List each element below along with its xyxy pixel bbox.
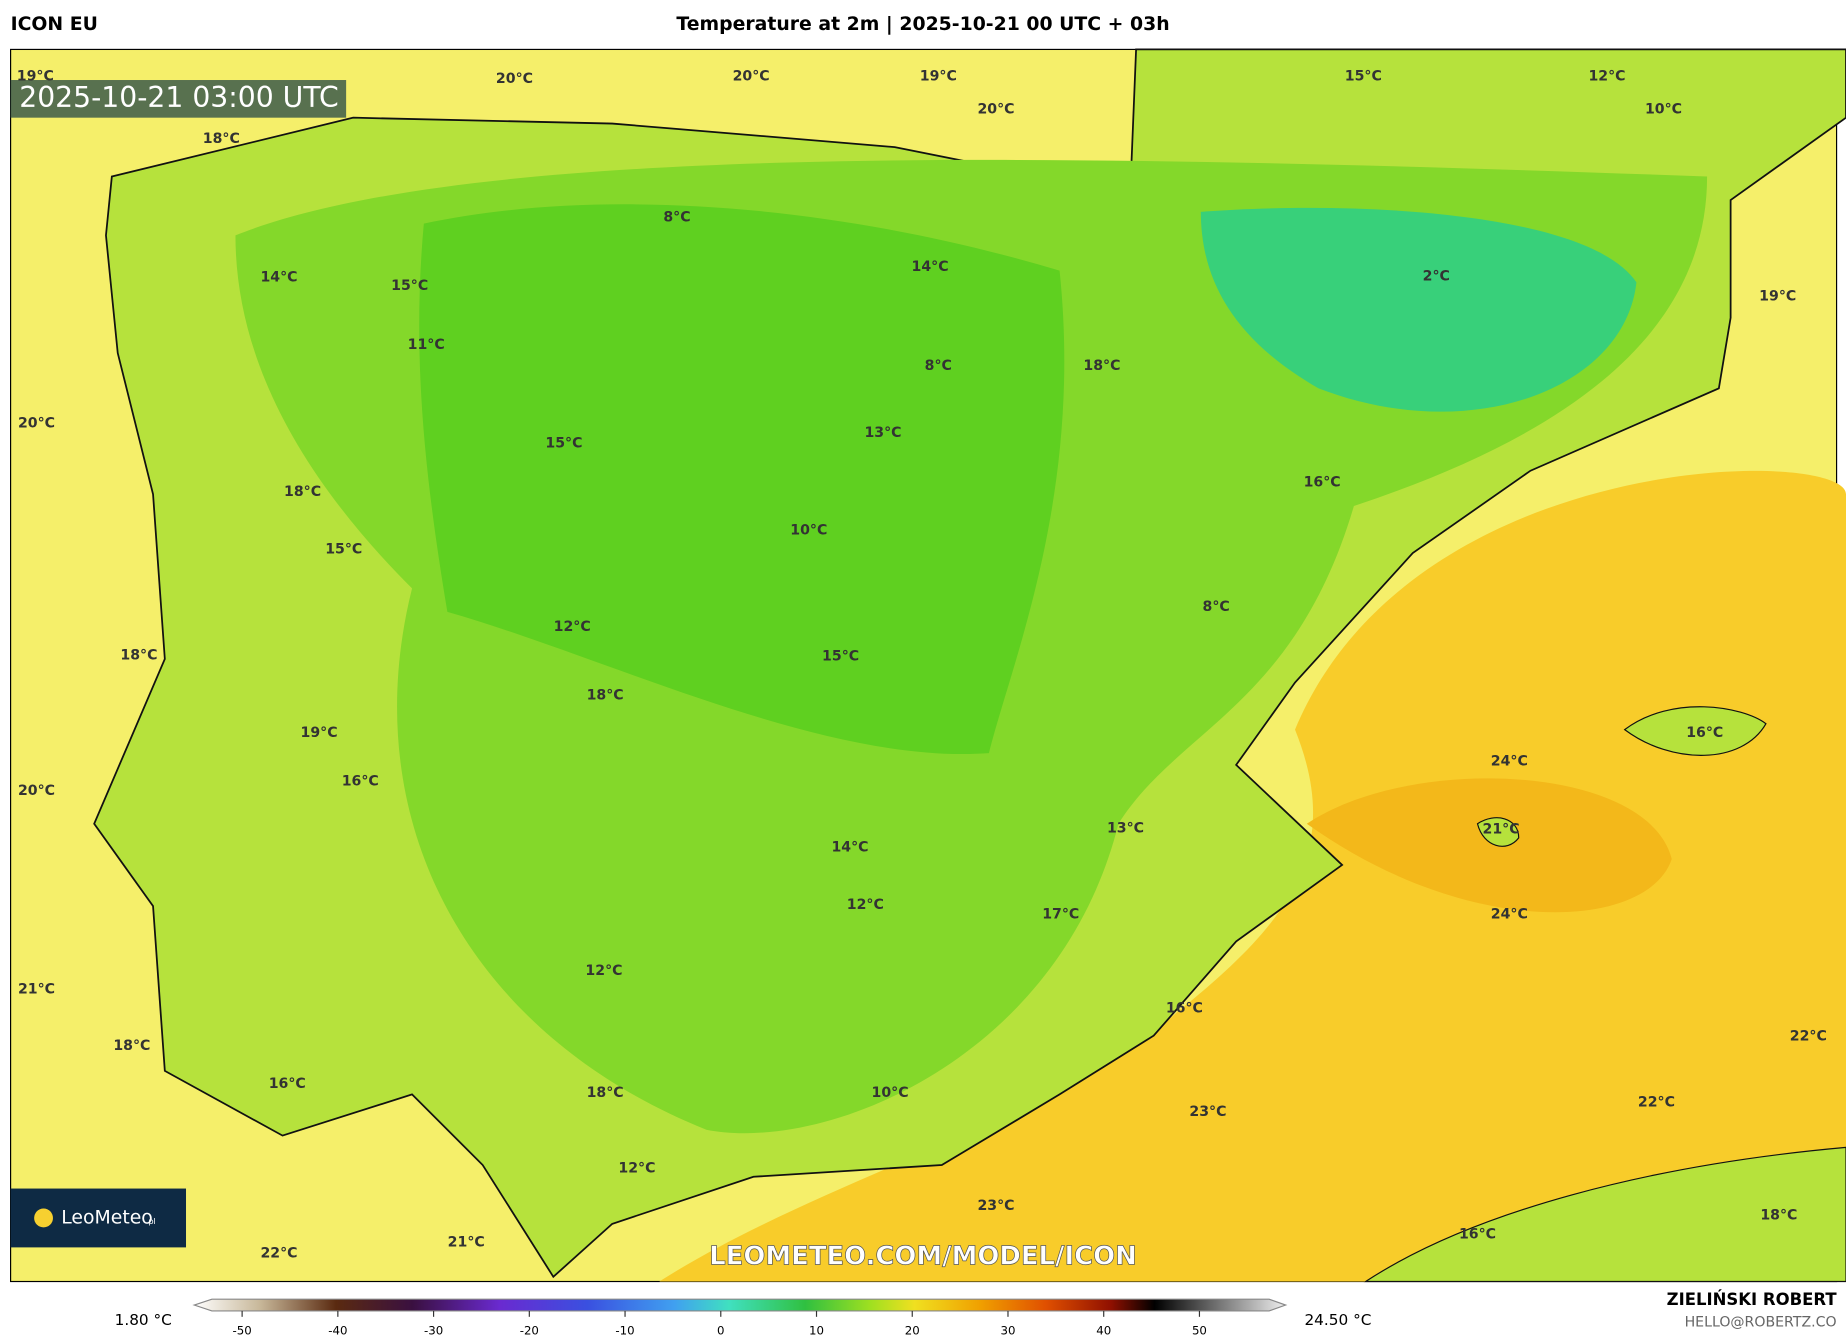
timestamp-box (10, 80, 347, 118)
temp-label: 24°C (1491, 753, 1528, 769)
temp-label: 18°C (587, 687, 624, 703)
temp-label: 21°C (448, 1235, 485, 1251)
timestamp: 2025-10-21 03:00 UTC (19, 81, 338, 114)
temp-label: 13°C (1107, 820, 1144, 836)
colorbar-bar (192, 1298, 1288, 1312)
watermark: LEOMETEO.COM/MODEL/ICON (709, 1241, 1137, 1271)
temp-label: 23°C (977, 1198, 1014, 1214)
colorbar-min: 1.80 °C (115, 1311, 172, 1329)
temp-label: 16°C (269, 1076, 306, 1092)
colorbar: 1.80 °C 24.50 °C -50 -40 -30 -20 -10 0 10 20 30 4… (115, 1298, 1371, 1337)
temp-label: 19°C (920, 68, 957, 84)
logo-name: LeoMeteo (61, 1207, 153, 1228)
sea-warmest (1306, 778, 1672, 913)
temp-label: 2°C (1423, 269, 1450, 285)
map: 2025-10-21 03:00 UTC LEOMETEO.COM/MODEL/… (10, 48, 1846, 1283)
temp-label: 21°C (1483, 822, 1520, 838)
colorbar-tick-label: 50 (1192, 1323, 1207, 1337)
colorbar-max: 24.50 °C (1304, 1311, 1371, 1329)
temp-label: 18°C (1760, 1208, 1797, 1224)
temp-label: 20°C (977, 101, 1014, 117)
temp-label: 18°C (120, 647, 157, 663)
temp-label: 16°C (1166, 1001, 1203, 1017)
temp-label: 8°C (663, 210, 690, 226)
temp-label: 12°C (847, 897, 884, 913)
temp-label: 23°C (1189, 1104, 1226, 1120)
temp-label: 16°C (1686, 725, 1723, 741)
temp-label: 14°C (831, 839, 868, 855)
temp-label: 21°C (18, 982, 55, 998)
temp-label: 15°C (822, 649, 859, 665)
author: ZIELIŃSKI ROBERT (1667, 1290, 1838, 1309)
email: HELLO@ROBERTZ.CO (1685, 1315, 1837, 1331)
temp-label: 22°C (1638, 1095, 1675, 1111)
temp-label: 15°C (391, 278, 428, 294)
temp-label: 10°C (872, 1085, 909, 1101)
colorbar-tick-label: -20 (520, 1323, 539, 1337)
pyrenees (1200, 207, 1637, 412)
model-name: ICON EU (11, 14, 98, 35)
colorbar-tick-label: -50 (233, 1323, 252, 1337)
temp-label: 20°C (733, 68, 770, 84)
temp-label: 19°C (301, 725, 338, 741)
colorbar-tick-label: 10 (809, 1323, 824, 1337)
temp-label: 15°C (325, 542, 362, 558)
temp-label: 12°C (585, 963, 622, 979)
colorbar-tick-label: -10 (615, 1323, 634, 1337)
temp-label: 14°C (260, 270, 297, 286)
temp-label: 24°C (1491, 906, 1528, 922)
temp-label: 12°C (618, 1161, 655, 1177)
colorbar-tick-label: 20 (905, 1323, 920, 1337)
colorbar-tick-label: 30 (1000, 1323, 1015, 1337)
temp-label: 10°C (1645, 101, 1682, 117)
colorbar-tick-label: 0 (717, 1323, 725, 1337)
title: Temperature at 2m | 2025-10-21 00 UTC + … (676, 14, 1169, 35)
temp-label: 16°C (1304, 474, 1341, 490)
temp-label: 22°C (1790, 1029, 1827, 1045)
temp-label: 18°C (203, 131, 240, 147)
temp-label: 18°C (284, 484, 321, 500)
temp-label: 12°C (554, 619, 591, 635)
balearics (1476, 706, 1767, 847)
temp-label: 16°C (342, 773, 379, 789)
temp-label: 10°C (790, 523, 827, 539)
temp-label: 11°C (408, 337, 445, 353)
temp-label: 17°C (1042, 906, 1079, 922)
logo-suffix: pl (148, 1216, 156, 1226)
temp-label: 19°C (1759, 289, 1796, 305)
colorbar-tick-label: -30 (424, 1323, 443, 1337)
temp-label: 20°C (496, 71, 533, 87)
temp-label: 19°C (17, 68, 54, 84)
colorbar-tick-label: 40 (1096, 1323, 1111, 1337)
temp-label: 8°C (1203, 599, 1230, 615)
sea-warm (659, 470, 1846, 1282)
colorbar-tick-label: -40 (328, 1323, 347, 1337)
temp-label: 12°C (1588, 68, 1625, 84)
temp-label: 20°C (18, 416, 55, 432)
temp-label: 22°C (260, 1245, 297, 1261)
temp-label: 15°C (545, 436, 582, 452)
temp-label: 16°C (1459, 1226, 1496, 1242)
africa (1363, 1146, 1846, 1283)
temp-label: 20°C (18, 783, 55, 799)
logo-sun (34, 1208, 53, 1228)
temp-label: 14°C (912, 259, 949, 275)
temp-label: 13°C (864, 425, 901, 441)
temp-label: 15°C (1345, 68, 1382, 84)
temp-label: 18°C (587, 1085, 624, 1101)
temp-label: 8°C (925, 358, 952, 374)
temperature-labels: 19°C 20°C 20°C 19°C 20°C 15°C 12°C 10°C 18°C 8°C 1… (17, 68, 1827, 1261)
temp-label: 18°C (1083, 358, 1120, 374)
temp-label: 18°C (113, 1038, 150, 1054)
land-cooler (419, 204, 1065, 755)
